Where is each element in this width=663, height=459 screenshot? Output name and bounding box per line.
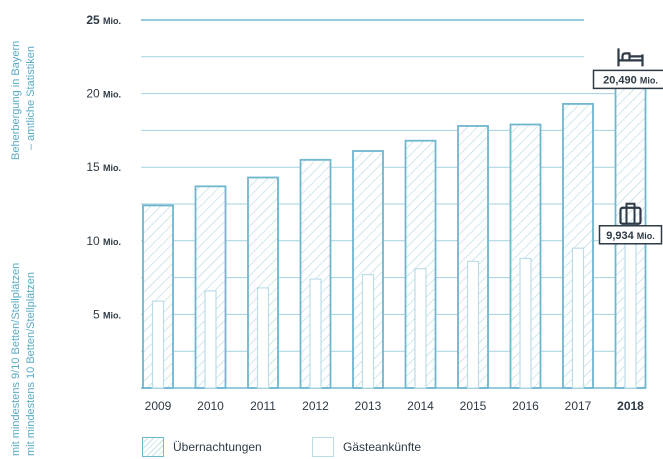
y-tick-label: 15 Mio. bbox=[86, 160, 121, 174]
x-tick-label: 2009 bbox=[145, 399, 172, 413]
bar-guest-arrivals bbox=[624, 241, 637, 389]
suitcase-icon-body bbox=[619, 206, 642, 225]
value-callout-box bbox=[598, 225, 663, 245]
x-tick-label: 2016 bbox=[512, 399, 539, 413]
bar-guest-arrivals bbox=[151, 300, 165, 389]
x-tick-label: 2010 bbox=[197, 399, 224, 413]
side-note-line-1: mit mindestens 9/10 Betten/Stellplätzen bbox=[10, 262, 22, 456]
x-tick-label: 2017 bbox=[565, 399, 592, 413]
y-tick-label: 20 Mio. bbox=[86, 87, 121, 101]
side-title-line-2: – amtliche Statistiken bbox=[25, 46, 37, 150]
bar-guest-arrivals bbox=[256, 287, 270, 389]
x-tick-label: 2011 bbox=[250, 399, 276, 413]
bar-guest-arrivals bbox=[571, 247, 585, 389]
legend-label-overnight-stays: Übernachtungen bbox=[173, 440, 262, 454]
y-tick-label: 25 Mio. bbox=[86, 13, 121, 27]
legend-item-guest-arrivals: Gästeankünfte bbox=[312, 437, 421, 457]
suitcase-icon bbox=[619, 202, 642, 225]
suitcase-icon-handle bbox=[625, 202, 636, 224]
legend-swatch-hatched bbox=[142, 437, 164, 457]
value-callout-label: 9,934 Mio. bbox=[606, 230, 655, 242]
x-tick-label: 2015 bbox=[460, 399, 487, 413]
x-tick-label: 2014 bbox=[407, 399, 434, 413]
legend-item-overnight-stays: Übernachtungen bbox=[142, 437, 262, 457]
bar-guest-arrivals bbox=[361, 274, 375, 389]
x-tick-label: 2013 bbox=[355, 399, 382, 413]
side-title-line-1: Beherbergung in Bayern bbox=[10, 40, 22, 160]
value-callout-box bbox=[592, 69, 663, 90]
legend-swatch-plain bbox=[312, 437, 334, 457]
legend-label-guest-arrivals: Gästeankünfte bbox=[343, 440, 422, 454]
side-note-line-2: mit mindestens 10 Betten/Stellplätzen bbox=[25, 271, 37, 456]
bed-icon-shape bbox=[617, 48, 644, 67]
bar-guest-arrivals bbox=[204, 290, 217, 389]
bar-guest-arrivals bbox=[414, 268, 427, 389]
bar-guest-arrivals bbox=[309, 278, 322, 389]
x-tick-label: 2018 bbox=[617, 399, 644, 413]
bar-guest-arrivals bbox=[519, 257, 532, 389]
bed-icon bbox=[617, 48, 644, 67]
x-tick-label: 2012 bbox=[302, 399, 329, 413]
value-callout-label: 20,490 Mio. bbox=[603, 74, 658, 86]
y-tick-label: 10 Mio. bbox=[86, 234, 121, 248]
bar-guest-arrivals bbox=[466, 260, 480, 389]
y-tick-label: 5 Mio. bbox=[93, 307, 121, 321]
